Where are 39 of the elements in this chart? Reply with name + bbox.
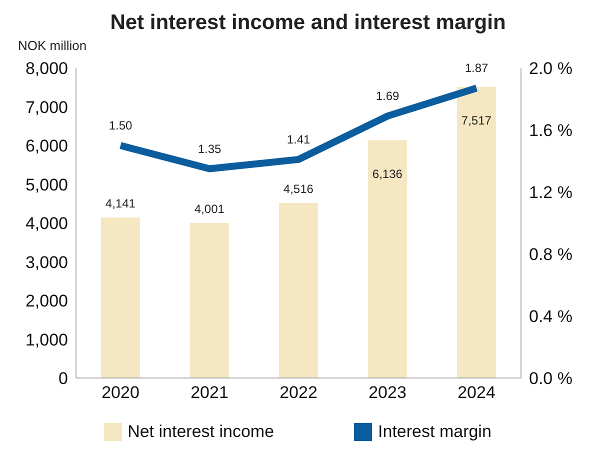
y2-tick-label: 1.6 %: [529, 121, 572, 140]
legend-label: Interest margin: [377, 422, 492, 442]
y-tick-label: 6,000: [25, 136, 68, 156]
y-tick-label: 7,000: [25, 98, 68, 117]
y-tick-label: 5,000: [25, 175, 68, 194]
bar: [100, 218, 140, 378]
data-label: 7,517: [461, 114, 492, 128]
data-label: 4,141: [105, 196, 136, 211]
x-tick-label: 2024: [458, 383, 496, 402]
chart-title: Net interest income and interest margin: [109, 10, 507, 36]
x-tick-label: 2022: [280, 383, 318, 402]
y-tick-label: 4,000: [25, 214, 68, 234]
data-label: 4,516: [283, 182, 314, 196]
data-label: 1.87: [464, 61, 488, 76]
data-label: 1.41: [286, 132, 310, 146]
y2-tick-label: 0.8 %: [529, 245, 572, 264]
y-tick-label: 3,000: [25, 252, 68, 272]
data-label: 6,136: [372, 167, 403, 182]
bar: [190, 222, 229, 378]
y-tick-label: 0: [58, 369, 68, 388]
bar: [456, 86, 496, 378]
y-axis-title: NOK million: [18, 38, 87, 53]
data-label: 1.35: [198, 142, 222, 156]
y-tick-label: 2,000: [25, 292, 68, 311]
data-label: 4,001: [194, 202, 225, 216]
data-label: 1.50: [108, 118, 132, 132]
data-label: 1.69: [376, 89, 400, 104]
x-tick-label: 2020: [102, 383, 140, 402]
x-tick-label: 2021: [190, 383, 228, 402]
bar: [368, 140, 407, 378]
y2-tick-label: 0.0 %: [529, 369, 572, 388]
y-tick-label: 1,000: [25, 330, 68, 350]
x-tick-label: 2023: [368, 383, 406, 402]
bar: [278, 203, 318, 378]
y2-tick-label: 1.2 %: [529, 183, 572, 202]
y2-tick-label: 2.0 %: [529, 59, 572, 78]
legend-label: Net interest income: [126, 422, 274, 442]
y2-tick-label: 0.4 %: [529, 307, 572, 326]
y-tick-label: 8,000: [25, 59, 68, 78]
